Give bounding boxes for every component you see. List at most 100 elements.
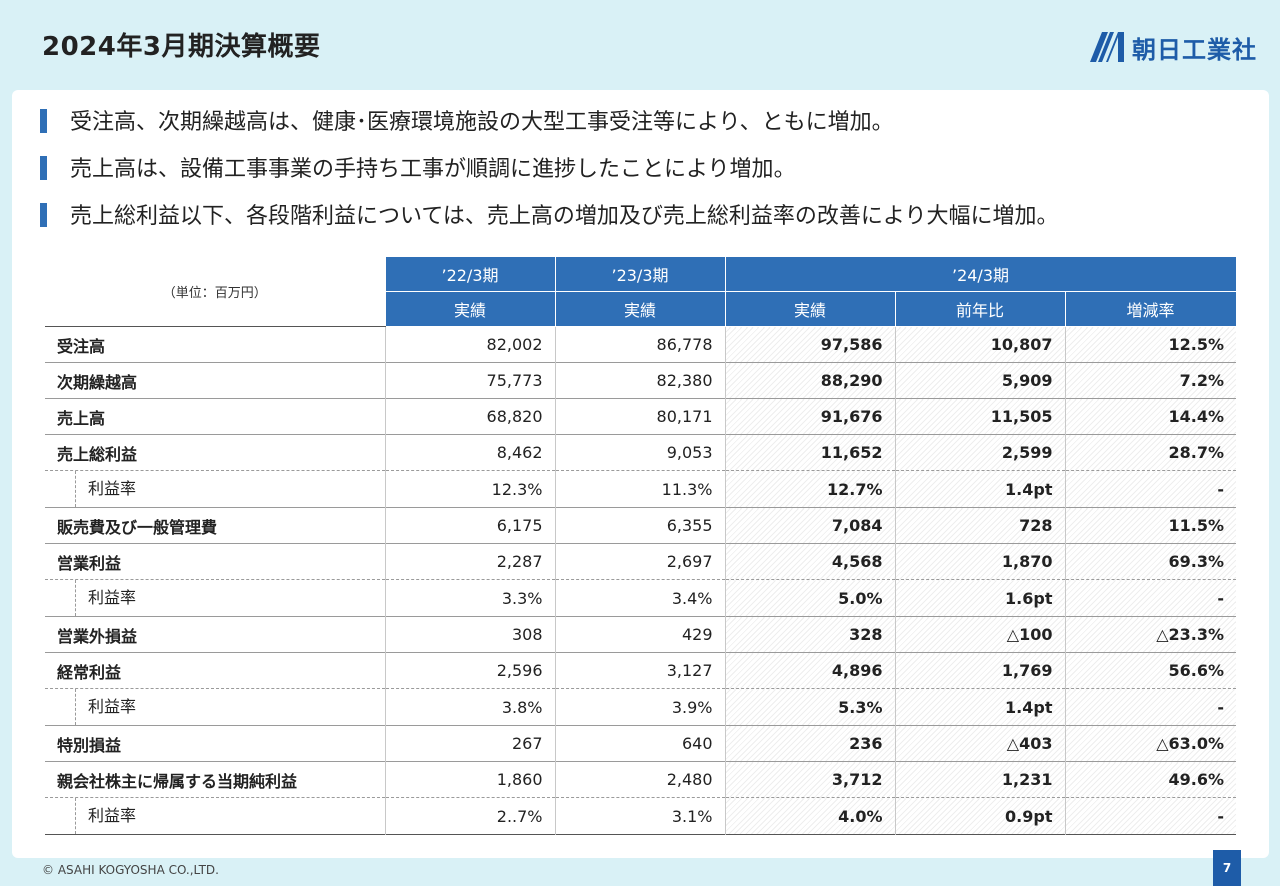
table-cell: 1.4pt <box>894 688 1065 726</box>
logo-text: 朝日工業社 <box>1132 35 1257 64</box>
table-row: 利益率 12.3% 11.3% 12.7% 1.4pt - <box>45 470 1236 508</box>
table-cell: 236 <box>724 725 895 762</box>
row-label: 受注高 <box>57 336 106 356</box>
table-cell: 640 <box>554 725 725 762</box>
table-cell: 7.2% <box>1064 362 1236 399</box>
table-cell: △63.0% <box>1064 725 1236 762</box>
page-number: 7 <box>1213 850 1241 886</box>
table-cell: 8,462 <box>384 434 555 471</box>
company-logo: 朝日工業社 <box>1088 30 1257 64</box>
copyright: © ASAHI KOGYOSHA CO.,LTD. <box>42 863 219 877</box>
row-label-text: 利益率 <box>75 798 373 834</box>
table-cell: 1,860 <box>384 761 555 798</box>
table-row: 利益率 2..7% 3.1% 4.0% 0.9pt - <box>45 797 1236 835</box>
table-cell: 328 <box>724 616 895 653</box>
table-row: 利益率 3.8% 3.9% 5.3% 1.4pt - <box>45 688 1236 726</box>
table-cell: 12.7% <box>724 470 895 508</box>
page-title: 2024年3月期決算概要 <box>42 32 321 62</box>
table-cell: 4,568 <box>724 543 895 580</box>
table-cell: 10,807 <box>894 326 1065 363</box>
table-cell: 4.0% <box>724 797 895 835</box>
table-cell: 75,773 <box>384 362 555 399</box>
bullet-text: 売上高は、設備工事事業の手持ち工事が順調に進捗したことにより増加。 <box>70 157 796 182</box>
table-cell: 56.6% <box>1064 652 1236 689</box>
table-cell: - <box>1064 470 1236 508</box>
table-cell: 11.3% <box>554 470 725 508</box>
table-cell: - <box>1064 688 1236 726</box>
table-cell: 267 <box>384 725 555 762</box>
table-cell: 1,870 <box>894 543 1065 580</box>
table-cell: 80,171 <box>554 398 725 435</box>
table-cell: 9,053 <box>554 434 725 471</box>
column-header: 実績 <box>554 291 726 327</box>
table-cell: 91,676 <box>724 398 895 435</box>
table-row: 次期繰越高 75,773 82,380 88,290 5,909 7.2% <box>45 362 1236 399</box>
column-header: 増減率 <box>1064 291 1237 327</box>
content-panel: 受注高、次期繰越高は、健康･医療環境施設の大型工事受注等により、ともに増加。 売… <box>12 90 1269 858</box>
table-cell: 7,084 <box>724 507 895 544</box>
row-label: 経常利益 <box>57 662 122 682</box>
row-label: 営業利益 <box>57 553 122 573</box>
column-header: 実績 <box>724 291 896 327</box>
financial-summary-table: （単位：百万円） ’22/3期 ’23/3期 ’24/3期 実績 実績 実績 前… <box>45 256 1237 835</box>
row-label: 販売費及び一般管理費 <box>57 517 218 537</box>
table-cell: 68,820 <box>384 398 555 435</box>
table-row: 売上総利益 8,462 9,053 11,652 2,599 28.7% <box>45 434 1236 471</box>
table-cell: 12.3% <box>384 470 555 508</box>
table-row: 販売費及び一般管理費 6,175 6,355 7,084 728 11.5% <box>45 507 1236 544</box>
table-body: 受注高 82,002 86,778 97,586 10,807 12.5% 次期繰越高 75,… <box>45 326 1236 835</box>
table-cell: 3.9% <box>554 688 725 726</box>
table-cell: 11,652 <box>724 434 895 471</box>
table-cell: 3,712 <box>724 761 895 798</box>
table-cell: 69.3% <box>1064 543 1236 580</box>
table-cell: 3,127 <box>554 652 725 689</box>
table-cell: 3.8% <box>384 688 555 726</box>
row-label: 営業外損益 <box>57 626 138 646</box>
table-cell: 6,175 <box>384 507 555 544</box>
bullet-text: 売上総利益以下、各段階利益については、売上高の増加及び売上総利益率の改善により大… <box>70 204 1059 229</box>
table-cell: - <box>1064 797 1236 835</box>
bullet-text: 受注高、次期繰越高は、健康･医療環境施設の大型工事受注等により、ともに増加。 <box>70 110 894 135</box>
table-row: 利益率 3.3% 3.4% 5.0% 1.6pt - <box>45 579 1236 617</box>
table-row: 営業外損益 308 429 328 △100 △23.3% <box>45 616 1236 653</box>
table-row: 営業利益 2,287 2,697 4,568 1,870 69.3% <box>45 543 1236 580</box>
period-header: ’23/3期 <box>554 256 726 292</box>
table-cell: 2,599 <box>894 434 1065 471</box>
table-cell: 728 <box>894 507 1065 544</box>
row-label: 利益率 <box>45 798 385 835</box>
table-row: 経常利益 2,596 3,127 4,896 1,769 56.6% <box>45 652 1236 689</box>
table-cell: 0.9pt <box>894 797 1065 835</box>
table-cell: △100 <box>894 616 1065 653</box>
table-cell: 2,697 <box>554 543 725 580</box>
table-cell: 1,231 <box>894 761 1065 798</box>
table-cell: 1.6pt <box>894 579 1065 617</box>
row-label: 利益率 <box>45 689 385 726</box>
table-cell: △403 <box>894 725 1065 762</box>
row-label: 売上総利益 <box>57 444 138 464</box>
table-cell: 11,505 <box>894 398 1065 435</box>
row-label-text: 利益率 <box>75 689 373 725</box>
table-cell: 49.6% <box>1064 761 1236 798</box>
table-cell: 28.7% <box>1064 434 1236 471</box>
table-cell: 82,380 <box>554 362 725 399</box>
row-label: 親会社株主に帰属する当期純利益 <box>57 771 298 791</box>
column-header: 実績 <box>384 291 556 327</box>
bullet-marker <box>40 109 47 133</box>
row-label: 利益率 <box>45 471 385 508</box>
table-row: 特別損益 267 640 236 △403 △63.0% <box>45 725 1236 762</box>
table-row: 受注高 82,002 86,778 97,586 10,807 12.5% <box>45 326 1236 363</box>
table-cell: 3.4% <box>554 579 725 617</box>
table-cell: 429 <box>554 616 725 653</box>
table-cell: 5.3% <box>724 688 895 726</box>
table-cell: 5,909 <box>894 362 1065 399</box>
period-header: ’24/3期 <box>724 256 1237 292</box>
table-cell: 5.0% <box>724 579 895 617</box>
table-cell: 1,769 <box>894 652 1065 689</box>
row-label-text: 利益率 <box>75 471 373 507</box>
table-cell: - <box>1064 579 1236 617</box>
table-cell: 2,287 <box>384 543 555 580</box>
table-cell: 2,596 <box>384 652 555 689</box>
row-label: 特別損益 <box>57 735 122 755</box>
bullet-marker <box>40 156 47 180</box>
table-cell: 14.4% <box>1064 398 1236 435</box>
